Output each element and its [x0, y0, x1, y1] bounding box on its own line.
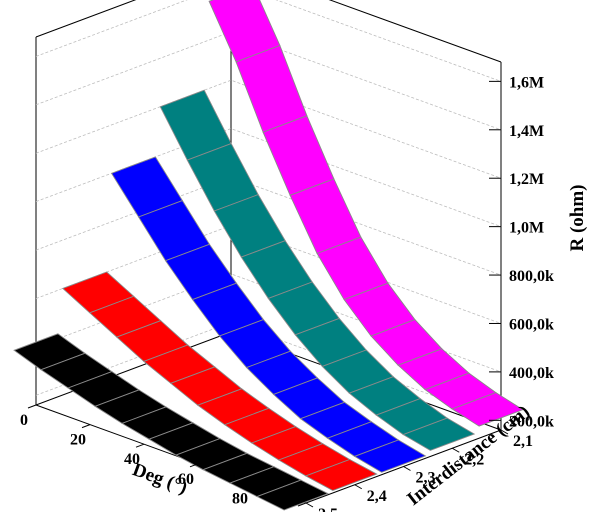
back-top-edge: [328, 0, 502, 63]
ribbon-2-1: [208, 0, 524, 427]
left-floor-edge: [35, 331, 232, 406]
interdistance-tick-label: 2,4: [367, 488, 387, 505]
deg-tick-label: 20: [70, 432, 86, 449]
deg-tick-mark: [189, 463, 199, 468]
deg-tick-mark: [243, 482, 253, 487]
resistance-tick-label: 800,0k: [509, 268, 554, 285]
ribbon-segment: [304, 459, 378, 491]
interdistance-axis-ticks: 2,1 2,2 2,3 2,4 2,5: [305, 429, 533, 512]
resistance-tick-label: 1,6M: [509, 74, 544, 91]
interdistance-tick-mark: [452, 447, 460, 453]
deg-tick-mark: [135, 443, 145, 448]
deg-tick-label: 100: [282, 510, 306, 512]
interdistance-tick-label: 2,1: [513, 433, 533, 450]
ribbon-segment: [235, 44, 308, 133]
interdistance-tick-mark: [354, 484, 362, 490]
interdistance-tick-mark: [305, 502, 314, 508]
interdistance-tick-mark: [403, 466, 411, 471]
ribbon-segment: [451, 392, 524, 427]
deg-tick-mark: [81, 424, 91, 429]
resistance-tick-label: 600,0k: [509, 316, 554, 333]
resistance-axis-label: R (ohm): [567, 184, 588, 251]
ribbon-segment: [255, 479, 330, 511]
ribbon-2-5: [13, 333, 330, 511]
ribbon-2-4: [61, 271, 378, 491]
resistance-tick-label: 200,0k: [509, 413, 554, 430]
deg-axis-ticks: 0 20 40 60 80 100: [20, 404, 307, 512]
resistance-tick-label: 1,0M: [509, 220, 544, 237]
resistance-tick-label: 1,4M: [509, 123, 544, 140]
left-top-edge: [35, 0, 137, 38]
ribbon-2-3: [110, 156, 427, 473]
deg-tick-label: 40: [124, 451, 140, 468]
deg-tick-label: 0: [20, 412, 28, 429]
ribbon-2-2: [159, 89, 476, 451]
ribbon-segment: [353, 439, 427, 473]
deg-axis-label: Deg (°): [130, 459, 190, 498]
deg-tick-mark: [297, 502, 307, 507]
deg-tick-label: 80: [232, 490, 248, 507]
resistance-tick-label: 400,0k: [509, 365, 554, 382]
resistance-tick-label: 1,2M: [509, 171, 544, 188]
interdistance-tick-label: 2,3: [416, 470, 436, 487]
interdistance-tick-mark: [500, 429, 509, 435]
deg-tick-mark: [27, 404, 37, 409]
interdistance-tick-label: 2,2: [464, 451, 484, 468]
deg-tick-label: 60: [178, 471, 194, 488]
interdistance-tick-label: 2,5: [318, 506, 338, 512]
resistance-axis-ticks: 200,0k 400,0k 600,0k 800,0k 1,0M 1,2M 1,4M 1,6M: [489, 74, 554, 430]
ribbons: [13, 0, 524, 511]
ribbon-segment: [402, 417, 476, 451]
